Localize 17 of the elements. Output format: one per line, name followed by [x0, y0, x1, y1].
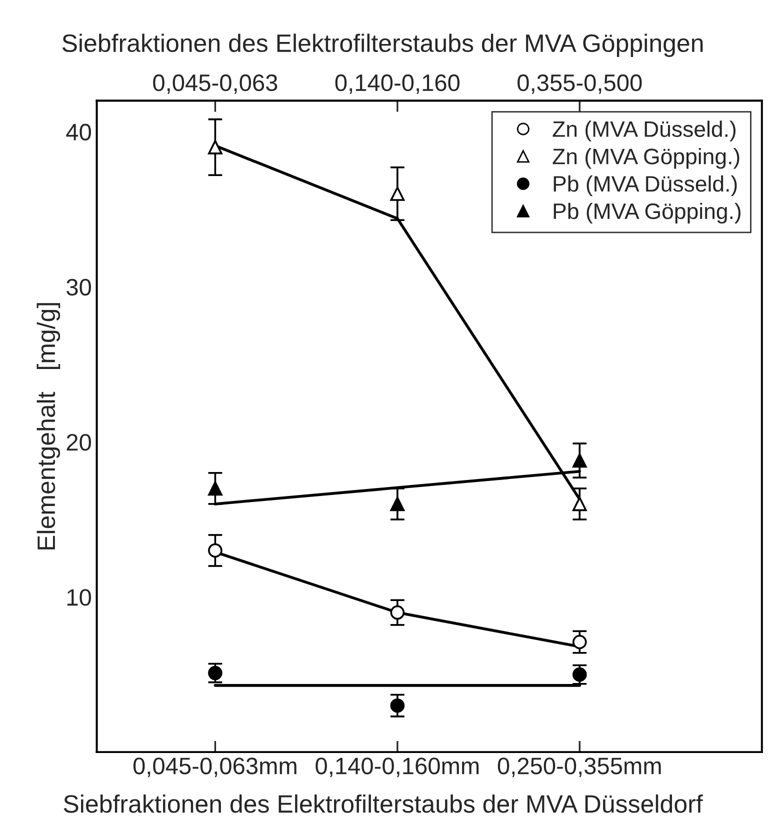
- legend-label: Pb (MVA Düsseld.): [554, 175, 737, 196]
- y-tick-label: 30: [66, 278, 91, 296]
- x-axis-title: Siebfraktionen des Elektrofilterstaubs der MVA Düsseldorf: [64, 794, 703, 813]
- y-tick-label: 20: [66, 434, 91, 451]
- y-axis-title: Elementgehalt [mg/g]: [36, 303, 60, 550]
- x-tick-label: 0,250-0,355mm: [498, 758, 661, 778]
- x-tick-label: 0,045-0,063mm: [133, 758, 296, 778]
- annotation: 0,045-0,063: [153, 74, 278, 94]
- x2-axis-title: Siebfraktionen des Elektrofilterstaubs der MVA Göppingen: [62, 34, 703, 57]
- x-tick-label: 0,140-0,160mm: [316, 758, 479, 778]
- legend-label: Zn (MVA Düsseld.): [552, 120, 736, 142]
- annotation: 0,355-0,500: [518, 74, 642, 94]
- legend-label: Pb (MVA Göpping.): [554, 202, 740, 224]
- annotation: 0,140-0,160: [335, 74, 460, 94]
- y-tick-label: 40: [66, 124, 91, 140]
- legend-label: Zn (MVA Göpping.): [552, 148, 740, 169]
- y-tick-label: 10: [67, 589, 91, 606]
